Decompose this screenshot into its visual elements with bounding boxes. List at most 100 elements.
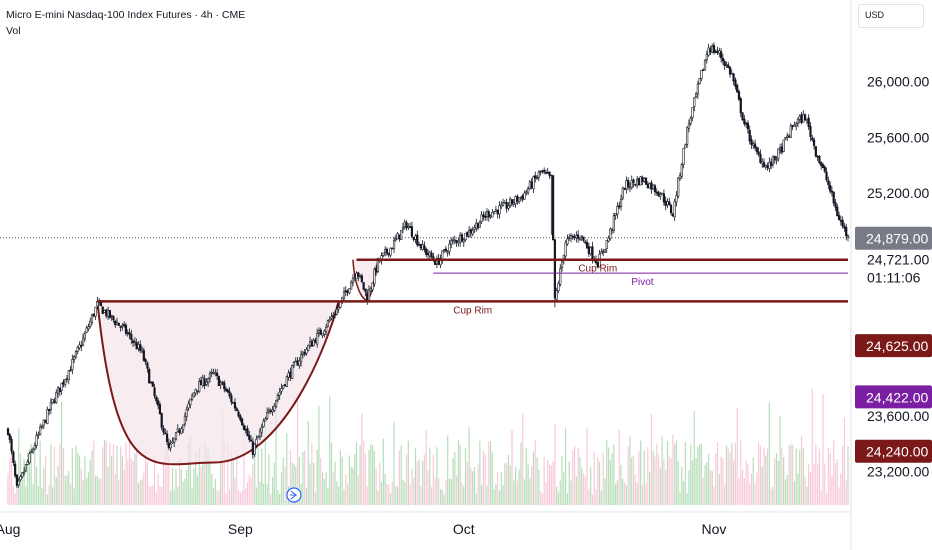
candle-body: [827, 180, 830, 185]
candle-body: [771, 155, 775, 165]
candle-body: [360, 275, 363, 282]
volume-bar: [523, 479, 526, 505]
volume-bar: [786, 475, 788, 505]
candle-body: [489, 215, 492, 218]
candle-body: [605, 240, 608, 249]
volume-bar: [541, 493, 543, 505]
volume-bar: [570, 480, 572, 505]
volume-bar: [684, 441, 686, 505]
volume-bar: [752, 457, 754, 505]
volume-bar: [259, 481, 261, 505]
candle-body: [789, 125, 792, 138]
volume-bar: [334, 461, 336, 505]
candle-body: [332, 315, 335, 317]
volume-bar: [329, 396, 331, 505]
volume-bar: [565, 427, 567, 505]
candle-body: [14, 463, 17, 477]
candle-body: [423, 245, 426, 250]
candle-body: [121, 324, 124, 327]
volume-bar: [439, 488, 442, 505]
candle-body: [221, 381, 224, 384]
candle-body: [257, 436, 260, 439]
volume-bar: [307, 420, 309, 505]
candle-body: [205, 381, 208, 385]
volume-bar: [557, 492, 560, 505]
volume-bar: [282, 457, 284, 505]
volume-bar: [649, 471, 651, 505]
volume-bar: [722, 458, 724, 505]
candle-body: [357, 272, 360, 277]
volume-bar: [808, 464, 810, 505]
candle-body: [487, 211, 490, 218]
volume-bar: [295, 466, 297, 505]
volume-bar: [847, 446, 849, 505]
volume-bar: [371, 445, 374, 505]
candle-body: [153, 387, 156, 397]
currency-selector[interactable]: USD: [858, 4, 924, 28]
volume-bar: [343, 489, 345, 505]
volume-bar: [345, 474, 347, 505]
volume-bar: [189, 436, 191, 505]
candle-body: [668, 201, 671, 206]
candle-body: [310, 341, 313, 347]
candle-body: [428, 251, 431, 257]
volume-bar: [332, 471, 334, 505]
candle-body: [693, 97, 696, 107]
candle-body: [653, 185, 657, 193]
volume-bar: [275, 390, 277, 505]
candle-body: [137, 344, 140, 349]
volume-bar: [100, 478, 102, 505]
candle-body: [637, 178, 640, 186]
candle-body: [392, 240, 396, 250]
candle-body: [444, 248, 447, 252]
volume-bar: [37, 486, 39, 505]
volume-indicator-label[interactable]: Vol: [6, 25, 21, 37]
volume-bar: [234, 477, 236, 505]
volume-bar: [216, 490, 218, 505]
candle-body: [591, 246, 594, 260]
candle-body: [514, 196, 517, 205]
volume-bar: [91, 450, 93, 505]
volume-bar: [116, 446, 118, 505]
volume-bar: [799, 449, 801, 505]
volume-bar: [350, 467, 352, 505]
candle-body: [312, 339, 315, 346]
candle-body: [678, 175, 682, 179]
volume-bar: [736, 407, 738, 505]
volume-bar: [632, 455, 635, 505]
candle-body: [260, 426, 263, 433]
volume-bar: [87, 471, 90, 505]
candle-body: [807, 117, 810, 127]
candle-body: [737, 91, 741, 100]
volume-bar: [457, 439, 459, 505]
candle-body: [791, 125, 794, 127]
volume-bar: [840, 473, 842, 505]
candle-body: [280, 388, 283, 392]
volume-bar: [536, 457, 538, 505]
volume-bar: [833, 440, 835, 505]
candle-body: [537, 171, 540, 178]
volume-bar: [607, 447, 610, 505]
volume-bar: [616, 480, 619, 505]
volume-bar: [405, 454, 408, 505]
candle-body: [560, 261, 564, 268]
candle-body: [71, 359, 74, 371]
volume-bar: [731, 443, 733, 505]
volume-bar: [132, 461, 134, 505]
volume-bar: [355, 442, 358, 505]
candle-body: [677, 177, 680, 197]
candle-body: [142, 350, 145, 361]
volume-bar: [554, 424, 556, 505]
volume-bar: [707, 453, 710, 505]
volume-bar: [78, 455, 81, 505]
candle-body: [468, 230, 471, 237]
candle-body: [417, 244, 421, 247]
volume-bar: [781, 447, 783, 505]
candle-body: [453, 239, 456, 242]
candle-body: [712, 45, 716, 53]
volume-bar: [572, 450, 574, 505]
candle-body: [666, 201, 669, 206]
volume-bar: [198, 446, 200, 505]
candle-body: [657, 191, 660, 197]
